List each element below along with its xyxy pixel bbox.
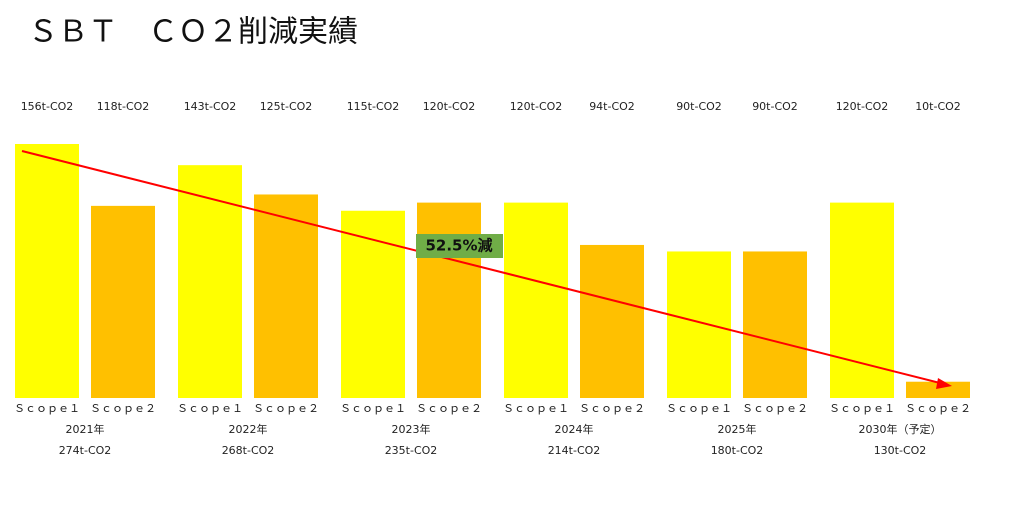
bar (906, 381, 970, 398)
bar (341, 210, 405, 398)
value-label: 115t-CO2 (347, 100, 400, 113)
bar (91, 205, 155, 398)
total-label: 268t-CO2 (222, 444, 275, 457)
bar (580, 244, 644, 398)
series-label: Ｓｃｏｐｅ１ (177, 402, 243, 415)
series-label: Ｓｃｏｐｅ２ (90, 402, 156, 415)
value-label: 120t-CO2 (423, 100, 476, 113)
arrow-head (936, 378, 952, 389)
trend-arrow (21, 150, 945, 385)
bar (417, 202, 481, 398)
category-label: 2021年 (66, 422, 105, 436)
series-label: Ｓｃｏｐｅ１ (666, 402, 732, 415)
series-label: Ｓｃｏｐｅ２ (253, 402, 319, 415)
bar (743, 251, 807, 398)
value-label: 120t-CO2 (510, 100, 563, 113)
category-label: 2024年 (555, 422, 594, 436)
category-label: 2022年 (229, 422, 268, 436)
series-label: Ｓｃｏｐｅ２ (416, 402, 482, 415)
category-label: 2030年（予定） (859, 422, 942, 436)
chart-title: ＳＢＴ ＣＯ２削減実績 (28, 15, 358, 50)
value-label: 120t-CO2 (836, 100, 889, 113)
total-label: 274t-CO2 (59, 444, 112, 457)
value-label: 118t-CO2 (97, 100, 150, 113)
series-label: Ｓｃｏｐｅ２ (579, 402, 645, 415)
value-label: 90t-CO2 (752, 100, 798, 113)
total-label: 180t-CO2 (711, 444, 764, 457)
series-label: Ｓｃｏｐｅ１ (503, 402, 569, 415)
bar (254, 194, 318, 398)
bar (667, 251, 731, 398)
bar (178, 165, 242, 398)
value-label: 156t-CO2 (21, 100, 74, 113)
series-label: Ｓｃｏｐｅ２ (742, 402, 808, 415)
value-label: 94t-CO2 (589, 100, 635, 113)
annotation-box (416, 234, 503, 258)
bar (504, 202, 568, 398)
total-label: 214t-CO2 (548, 444, 601, 457)
series-label: Ｓｃｏｐｅ１ (340, 402, 406, 415)
series-label: Ｓｃｏｐｅ１ (14, 402, 80, 415)
bar (830, 202, 894, 398)
total-label: 130t-CO2 (874, 444, 927, 457)
total-label: 235t-CO2 (385, 444, 438, 457)
value-label: 143t-CO2 (184, 100, 237, 113)
value-label: 125t-CO2 (260, 100, 313, 113)
series-label: Ｓｃｏｐｅ１ (829, 402, 895, 415)
bar (15, 144, 79, 398)
series-label: Ｓｃｏｐｅ２ (905, 402, 971, 415)
category-label: 2023年 (392, 422, 431, 436)
value-label: 10t-CO2 (915, 100, 961, 113)
category-label: 2025年 (718, 422, 757, 436)
annotation: 52.5%減 (425, 237, 492, 255)
value-label: 90t-CO2 (676, 100, 722, 113)
